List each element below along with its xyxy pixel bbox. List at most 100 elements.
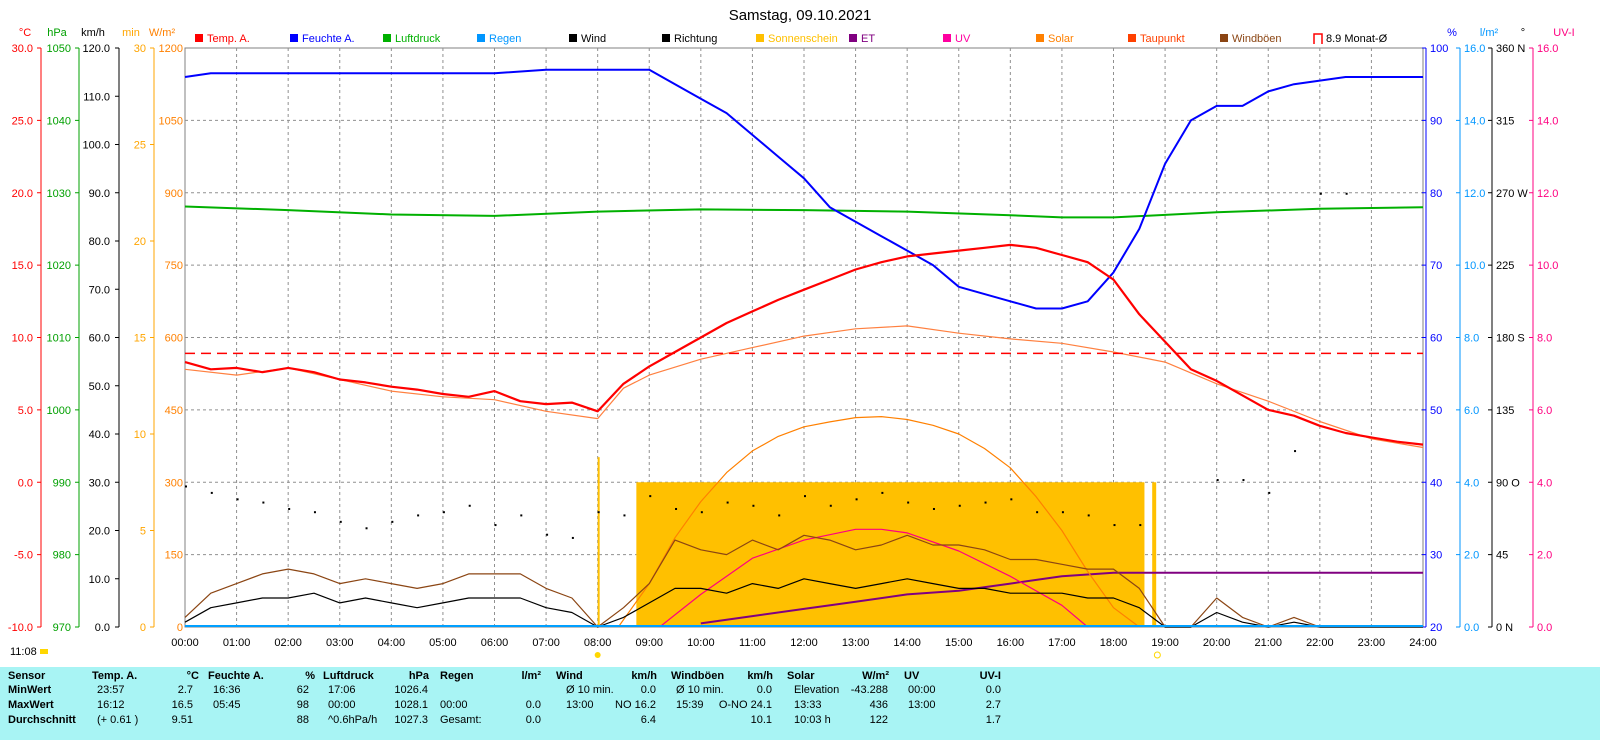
sun-tick-label: 5 (140, 526, 146, 538)
temp-tick-label: 25.0 (12, 115, 33, 127)
direction-point (468, 504, 471, 507)
stat-cell-time: 13:33 (794, 699, 822, 711)
direction-unit: ° (1521, 27, 1525, 39)
time-tick-label: 21:00 (1254, 637, 1282, 649)
direction-point (210, 491, 213, 494)
pressure-tick-label: 1010 (47, 333, 71, 345)
stat-header-unit: l/m² (521, 670, 541, 682)
direction-point (1036, 511, 1039, 514)
direction-point (1242, 479, 1245, 482)
direction-point (288, 507, 291, 510)
legend-label: Luftdruck (395, 33, 441, 45)
solar-tick-label: 750 (165, 260, 183, 272)
pressure-unit: hPa (47, 27, 67, 39)
time-tick-label: 06:00 (481, 637, 509, 649)
stat-cell-value: 1026.4 (394, 684, 428, 696)
direction-point (804, 495, 806, 498)
direction-point (417, 514, 420, 517)
pressure-tick-label: 980 (53, 550, 71, 562)
stat-header-unit: km/h (631, 670, 657, 682)
direction-point (1319, 192, 1322, 195)
stat-cell-value: 0.0 (640, 684, 656, 696)
temp-tick-label: 10.0 (12, 333, 33, 345)
direction-tick-label: 90 O (1496, 477, 1520, 489)
stat-header: Wind (556, 670, 583, 682)
stat-cell-time: ^0.6hPa/h (328, 714, 378, 726)
sunshine-area (636, 482, 1145, 627)
stat-header: Sensor (8, 670, 46, 682)
temp-unit: °C (19, 27, 31, 39)
rain-tick-label: 8.0 (1464, 333, 1479, 345)
direction-point (649, 495, 652, 498)
stat-cell-time: 00:00 (908, 684, 936, 696)
direction-point (1216, 479, 1219, 482)
uv-tick-label: 8.0 (1537, 333, 1552, 345)
pressure-tick-label: 990 (53, 477, 71, 489)
temp-tick-label: 20.0 (12, 188, 33, 200)
stat-cell-value: 0.0 (756, 684, 772, 696)
legend-swatch (290, 34, 298, 42)
right-axes: 100 90 80 70 60 50 40 30 20 16.0 14.0 12.0 10.0 8.0 6.… (1422, 27, 1575, 634)
direction-point (494, 524, 497, 527)
humidity-tick-label: 20 (1430, 622, 1442, 634)
series-layer (184, 68, 1424, 628)
humidity-tick-label: 40 (1430, 477, 1442, 489)
statistics-panel: Sensor Temp. A. °C Feuchte A.% Luftdruck hPa R… (0, 667, 1600, 740)
stat-cell-value: 1028.1 (394, 699, 428, 711)
direction-point (623, 514, 626, 517)
legend-swatch (756, 34, 764, 42)
sunshine-bar (1152, 482, 1157, 627)
solar-tick-label: 1050 (159, 115, 183, 127)
direction-tick-label: 225 (1496, 260, 1514, 272)
stat-cell-time: 13:00 (908, 699, 936, 711)
time-tick-label: 04:00 (378, 637, 406, 649)
stat-header: Feuchte A. (208, 670, 264, 682)
series-luftdruck (184, 205, 1424, 219)
solar-tick-label: 300 (165, 477, 183, 489)
series-taupunkt (184, 325, 1424, 449)
time-tick-label: 17:00 (1048, 637, 1076, 649)
stat-header-unit: W/m² (862, 670, 889, 682)
sun-tick-label: 0 (140, 622, 146, 634)
legend-swatch (477, 34, 485, 42)
time-tick-label: 15:00 (945, 637, 973, 649)
wind-tick-label: 110.0 (83, 91, 110, 103)
legend-swatch (195, 34, 203, 42)
pressure-tick-label: 1050 (47, 43, 71, 55)
rain-tick-label: 0.0 (1464, 622, 1479, 634)
time-tick-label: 18:00 (1100, 637, 1128, 649)
series-temp (184, 243, 1424, 446)
humidity-tick-label: 90 (1430, 115, 1442, 127)
uv-tick-label: 6.0 (1537, 405, 1552, 417)
stat-cell-value: 9.51 (171, 714, 193, 726)
direction-point (752, 504, 755, 507)
humidity-tick-label: 100 (1430, 43, 1448, 55)
uv-tick-label: 0.0 (1537, 622, 1552, 634)
stat-cell-time: 15:39 (676, 699, 704, 711)
stat-cell-value: 0.0 (525, 699, 541, 711)
direction-point (520, 514, 523, 517)
pressure-tick-label: 1020 (47, 260, 71, 272)
humidity-unit: % (1447, 27, 1457, 39)
stat-header: Windböen (671, 670, 725, 682)
time-tick-label: 14:00 (893, 637, 921, 649)
stat-header: UV (904, 670, 920, 682)
direction-point (1268, 491, 1271, 494)
time-tick-label: 01:00 (223, 637, 251, 649)
direction-point (700, 511, 703, 514)
time-tick-label: 19:00 (1151, 637, 1179, 649)
rain-tick-label: 12.0 (1464, 188, 1485, 200)
wind-tick-label: 100.0 (82, 140, 110, 152)
direction-point (1061, 511, 1064, 514)
legend-swatch (1128, 34, 1136, 42)
direction-tick-label: 180 S (1496, 333, 1525, 345)
current-time-marker (40, 649, 48, 654)
stat-cell-value: 0.0 (525, 714, 541, 726)
direction-point (597, 511, 600, 514)
rain-tick-label: 4.0 (1464, 477, 1479, 489)
direction-tick-label: 315 (1496, 115, 1514, 127)
stat-cell-time: Ø 10 min. (566, 684, 614, 696)
uv-tick-label: 12.0 (1537, 188, 1558, 200)
time-tick-label: 07:00 (532, 637, 560, 649)
pressure-tick-label: 970 (53, 622, 71, 634)
